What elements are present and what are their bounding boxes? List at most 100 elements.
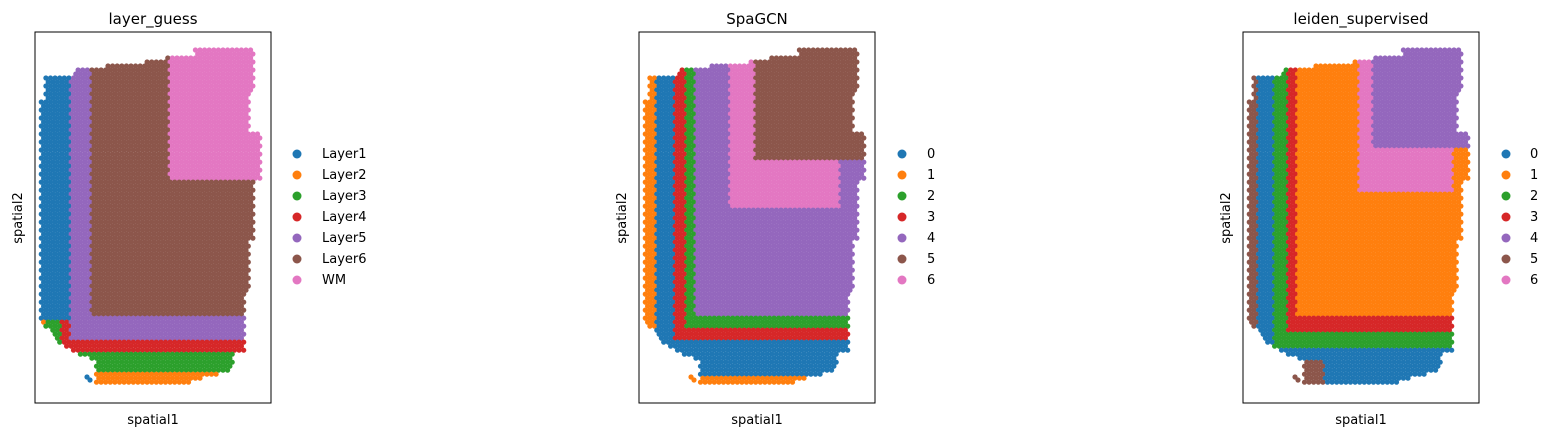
spot: [45, 303, 51, 309]
spot: [87, 295, 93, 301]
spot: [160, 111, 166, 117]
spot: [110, 151, 116, 157]
spot: [41, 239, 47, 245]
spot: [238, 207, 244, 213]
spot: [114, 231, 120, 237]
spot: [760, 71, 766, 77]
spot: [833, 111, 839, 117]
spot: [98, 339, 104, 345]
spot: [741, 71, 747, 77]
spot: [222, 187, 228, 193]
spot: [695, 71, 701, 77]
spot: [123, 63, 129, 69]
spot: [169, 143, 175, 149]
spot: [73, 151, 79, 157]
spot: [234, 63, 240, 69]
spot: [114, 335, 120, 341]
spot: [656, 115, 662, 121]
spot: [38, 291, 44, 297]
spot: [211, 367, 217, 373]
spot: [220, 175, 226, 181]
spot: [195, 179, 201, 185]
spot: [119, 287, 125, 293]
spot: [153, 83, 159, 89]
spot: [204, 187, 210, 193]
spot: [169, 311, 175, 317]
spot: [114, 351, 120, 357]
spot: [165, 135, 171, 141]
spot: [215, 111, 221, 117]
spot: [135, 267, 141, 273]
spot: [52, 187, 58, 193]
spot: [59, 119, 65, 125]
spot: [822, 75, 828, 81]
spot: [114, 255, 120, 261]
spot: [57, 275, 63, 281]
spot: [98, 371, 104, 377]
spot: [176, 363, 182, 369]
spot: [66, 251, 72, 257]
spot: [208, 355, 215, 361]
spot: [169, 223, 175, 229]
spot: [52, 155, 58, 161]
spot: [105, 343, 111, 349]
spot: [730, 115, 736, 121]
spot: [128, 375, 134, 381]
spot: [112, 155, 118, 161]
spot: [70, 235, 77, 241]
spot: [204, 107, 210, 113]
spot: [47, 235, 54, 241]
spot: [70, 115, 77, 121]
spot: [130, 275, 136, 281]
spot: [105, 103, 111, 109]
spot: [165, 255, 171, 261]
spot: [91, 247, 97, 253]
spot: [651, 115, 658, 121]
spot: [183, 319, 189, 325]
spot: [61, 147, 67, 153]
spot: [176, 187, 182, 193]
spot: [133, 103, 139, 109]
spot: [183, 247, 189, 253]
spot: [707, 107, 713, 113]
spot: [43, 307, 49, 313]
spot: [165, 199, 171, 205]
spot: [64, 167, 70, 173]
spot: [68, 271, 74, 277]
spot: [158, 59, 164, 65]
spot: [234, 87, 240, 93]
spot: [158, 339, 164, 345]
spot: [70, 211, 77, 217]
spot: [202, 87, 208, 93]
spot: [68, 151, 74, 157]
spot: [842, 95, 848, 101]
spot: [84, 147, 90, 153]
spot: [87, 279, 93, 285]
spot: [234, 103, 240, 109]
spot: [137, 175, 143, 181]
spot: [174, 199, 180, 205]
spot: [181, 299, 187, 305]
spot: [61, 299, 67, 305]
spot: [746, 71, 752, 77]
spot: [114, 167, 120, 173]
spot: [220, 223, 226, 229]
spot: [93, 91, 100, 97]
spot: [149, 307, 155, 313]
spot: [208, 155, 215, 161]
spot: [838, 87, 844, 93]
spot: [167, 99, 173, 105]
spot: [190, 275, 196, 281]
spot: [218, 171, 224, 177]
spot: [100, 207, 106, 213]
spot: [151, 63, 157, 69]
spot: [82, 183, 88, 189]
spot: [167, 67, 173, 73]
spot: [50, 183, 56, 189]
spot: [96, 279, 102, 285]
spot: [50, 167, 56, 173]
spot: [208, 283, 215, 289]
spot: [167, 363, 173, 369]
spot: [202, 255, 208, 261]
spot: [206, 335, 212, 341]
